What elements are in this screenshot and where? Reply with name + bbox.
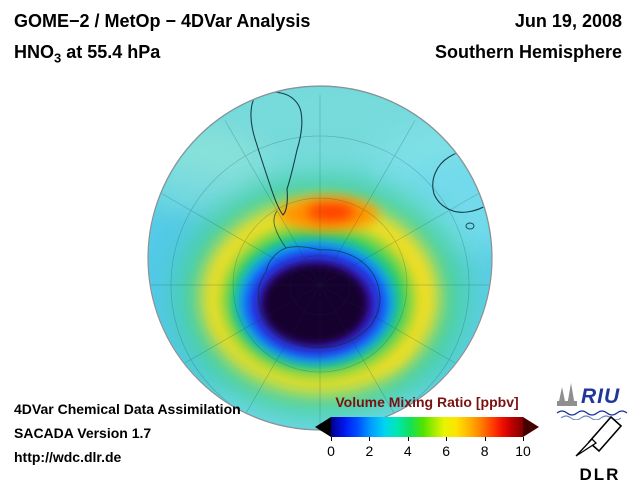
hemisphere-label: Southern Hemisphere <box>434 42 622 62</box>
tick-label-8: 8 <box>480 443 489 459</box>
coastline-south-america <box>250 91 303 216</box>
dlr-logo-text: DLR <box>579 465 621 480</box>
coastlines <box>250 91 491 348</box>
colorbar-tickmarks <box>331 437 524 441</box>
colorbar: Volume Mixing Ratio [ppbv] 0 2 4 6 8 10 <box>315 394 539 459</box>
species-subscript: 3 <box>54 50 62 66</box>
plot-subtitle: HNO3 at 55.4 hPa <box>14 41 310 70</box>
cathedral-icon <box>557 383 577 406</box>
tick-label-4: 4 <box>403 443 412 459</box>
colorbar-tick-labels: 0 2 4 6 8 10 <box>327 443 531 459</box>
vortex-core <box>263 264 367 344</box>
colorbar-gradient <box>331 417 523 437</box>
date-block: Jun 19, 2008 Southern Hemisphere <box>435 10 622 63</box>
plot-title: GOME−2 / MetOp − 4DVar Analysis <box>14 11 311 31</box>
tick-label-10: 10 <box>515 443 531 459</box>
dlr-arrow-icon <box>575 415 623 457</box>
colorbar-bar <box>315 417 539 437</box>
coastline-antarctica <box>257 246 381 348</box>
pressure-level-label: at 55.4 hPa <box>61 42 161 62</box>
date-label: Jun 19, 2008 <box>514 11 622 31</box>
coastline-tasmania <box>465 222 475 230</box>
dlr-logo: DLR <box>572 414 628 480</box>
graticule <box>149 95 491 429</box>
colorbar-title: Volume Mixing Ratio [ppbv] <box>335 394 519 410</box>
riu-logo: RIU <box>556 381 636 421</box>
tick-label-2: 2 <box>365 443 374 459</box>
vortex-ring-structure <box>176 177 466 417</box>
coastline-australia <box>432 149 491 213</box>
credit-line-version: SACADA Version 1.7 <box>14 425 152 441</box>
coastline-antarctic-peninsula <box>273 210 287 249</box>
tick-label-0: 0 <box>327 443 335 459</box>
riu-logo-text: RIU <box>581 385 621 408</box>
credit-line-assimilation: 4DVar Chemical Data Assimilation <box>14 401 241 417</box>
species-name: HNO <box>14 42 54 62</box>
tick-label-6: 6 <box>442 443 451 459</box>
collar-red-maximum <box>307 203 355 221</box>
colorbar-over-range-arrow <box>523 417 539 437</box>
credit-line-url: http://wdc.dlr.de <box>14 449 122 465</box>
credits-block: 4DVar Chemical Data Assimilation SACADA … <box>14 397 241 469</box>
title-block: GOME−2 / MetOp − 4DVar Analysis HNO3 at … <box>14 10 310 70</box>
colorbar-under-range-arrow <box>315 417 331 437</box>
